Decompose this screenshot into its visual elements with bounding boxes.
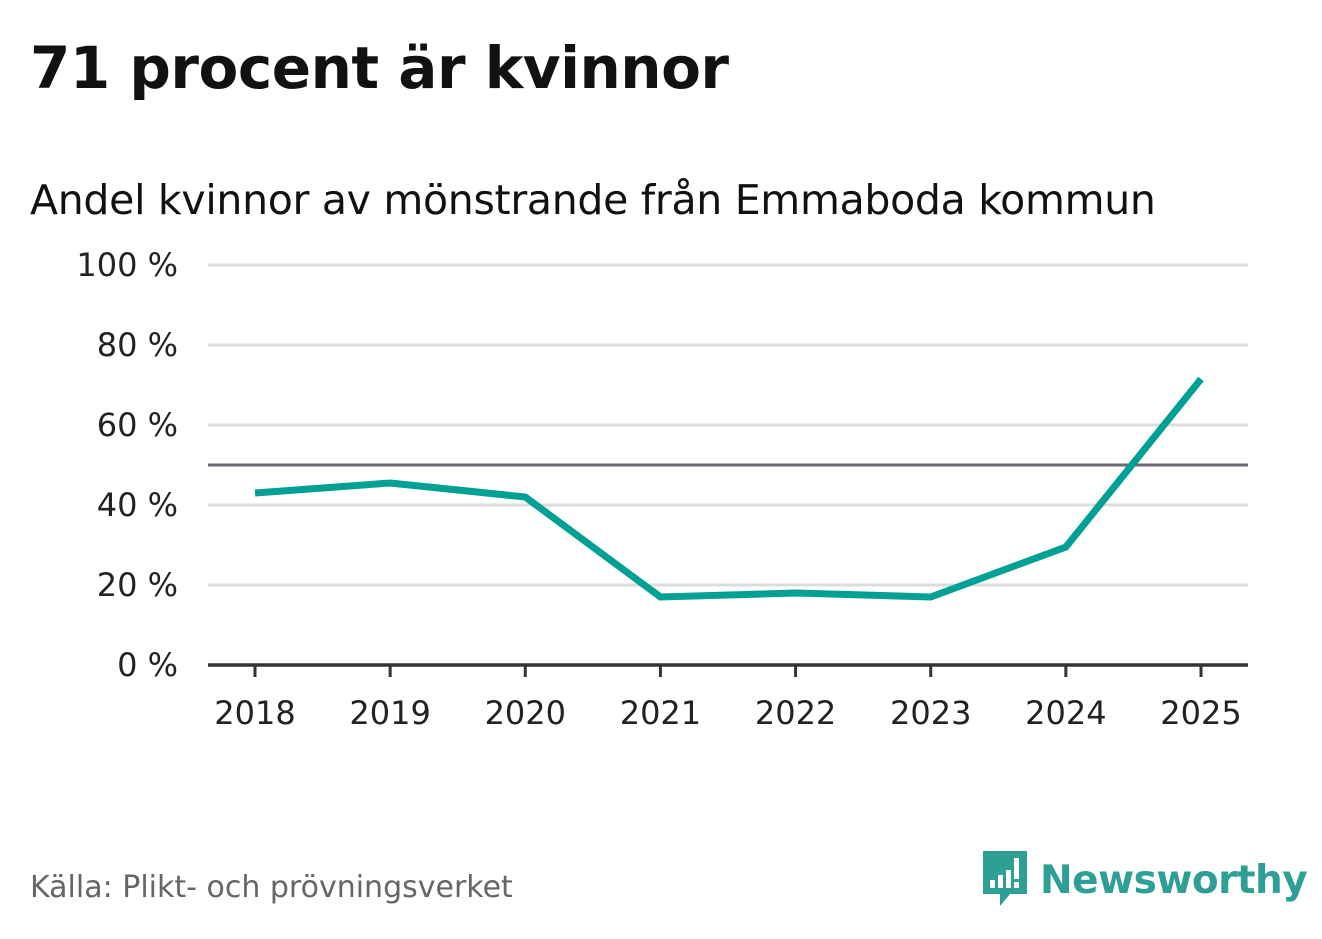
tick-labels: 0 % 20 % 40 % 60 % 80 % 100 % 2018 2019 2020 2021… — [76, 246, 1241, 732]
brand-name: Newsworthy — [1040, 858, 1308, 903]
x-tick-label: 2022 — [755, 694, 836, 732]
brand-logo: Newsworthy — [980, 848, 1308, 914]
gridlines — [208, 263, 1248, 587]
x-axis — [208, 663, 1248, 677]
series-line — [254, 376, 1204, 601]
x-tick-label: 2018 — [214, 694, 295, 732]
y-tick-label: 20 % — [97, 566, 178, 604]
y-tick-label: 40 % — [97, 486, 178, 524]
y-tick-label: 0 % — [117, 646, 178, 684]
x-tick-label: 2025 — [1160, 694, 1241, 732]
y-tick-label: 60 % — [97, 406, 178, 444]
line-chart: 0 % 20 % 40 % 60 % 80 % 100 % 2018 2019 2020 2021… — [76, 246, 1248, 732]
series-group — [254, 376, 1204, 601]
chart-title: 71 procent är kvinnor — [30, 34, 729, 102]
x-tick-label: 2023 — [890, 694, 971, 732]
chart-subtitle: Andel kvinnor av mönstrande från Emmabod… — [30, 176, 1156, 224]
x-tick-label: 2020 — [485, 694, 566, 732]
y-tick-label: 80 % — [97, 326, 178, 364]
x-tick-label: 2021 — [620, 694, 701, 732]
x-tick-label: 2019 — [349, 694, 430, 732]
y-tick-label: 100 % — [76, 246, 178, 284]
x-tick-label: 2024 — [1025, 694, 1106, 732]
source-note: Källa: Plikt- och prövningsverket — [30, 870, 513, 905]
bar-chart-speech-bubble-icon — [980, 848, 1030, 914]
